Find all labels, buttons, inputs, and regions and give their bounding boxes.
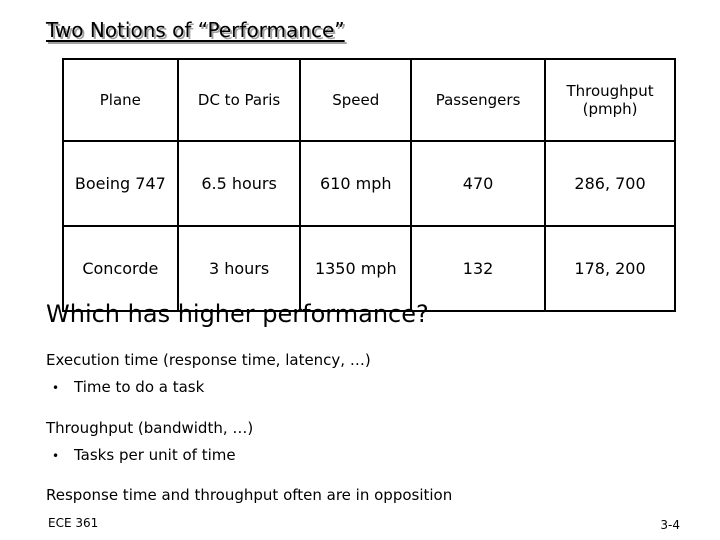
- cell-speed: 1350 mph: [300, 226, 413, 312]
- bullet-icon: •: [52, 381, 60, 395]
- header-passengers: Passengers: [411, 58, 547, 142]
- execution-time-heading: Execution time (response time, latency, …: [46, 351, 371, 369]
- bullet-icon: •: [52, 449, 60, 463]
- throughput-heading: Throughput (bandwidth, …): [46, 419, 254, 437]
- cell-plane: Boeing 747: [62, 141, 179, 227]
- question-text: Which has higher performance?: [46, 300, 429, 328]
- performance-table: Plane DC to Paris Speed Passengers Throu…: [62, 58, 676, 312]
- table-row: Boeing 747 6.5 hours 610 mph 470 286, 70…: [62, 141, 676, 227]
- page-number: 3-4: [660, 518, 680, 532]
- cell-plane: Concorde: [62, 226, 179, 312]
- bullet-text: Time to do a task: [74, 378, 205, 396]
- footer-course: ECE 361: [48, 516, 99, 530]
- conclusion-text: Response time and throughput often are i…: [46, 486, 453, 504]
- throughput-bullet: • Tasks per unit of time: [52, 446, 236, 464]
- bullet-text: Tasks per unit of time: [74, 446, 236, 464]
- cell-passengers: 470: [411, 141, 547, 227]
- execution-time-bullet: • Time to do a task: [52, 378, 204, 396]
- cell-dc-to-paris: 6.5 hours: [177, 141, 302, 227]
- table-row: Concorde 3 hours 1350 mph 132 178, 200: [62, 226, 676, 312]
- table-header-row: Plane DC to Paris Speed Passengers Throu…: [62, 58, 676, 142]
- header-throughput: Throughput (pmph): [545, 58, 676, 142]
- header-plane: Plane: [62, 58, 179, 142]
- cell-throughput: 178, 200: [545, 226, 676, 312]
- slide-title: Two Notions of “Performance”: [46, 18, 345, 42]
- header-speed: Speed: [300, 58, 413, 142]
- cell-dc-to-paris: 3 hours: [177, 226, 302, 312]
- header-dc-to-paris: DC to Paris: [177, 58, 302, 142]
- cell-throughput: 286, 700: [545, 141, 676, 227]
- cell-passengers: 132: [411, 226, 547, 312]
- cell-speed: 610 mph: [300, 141, 413, 227]
